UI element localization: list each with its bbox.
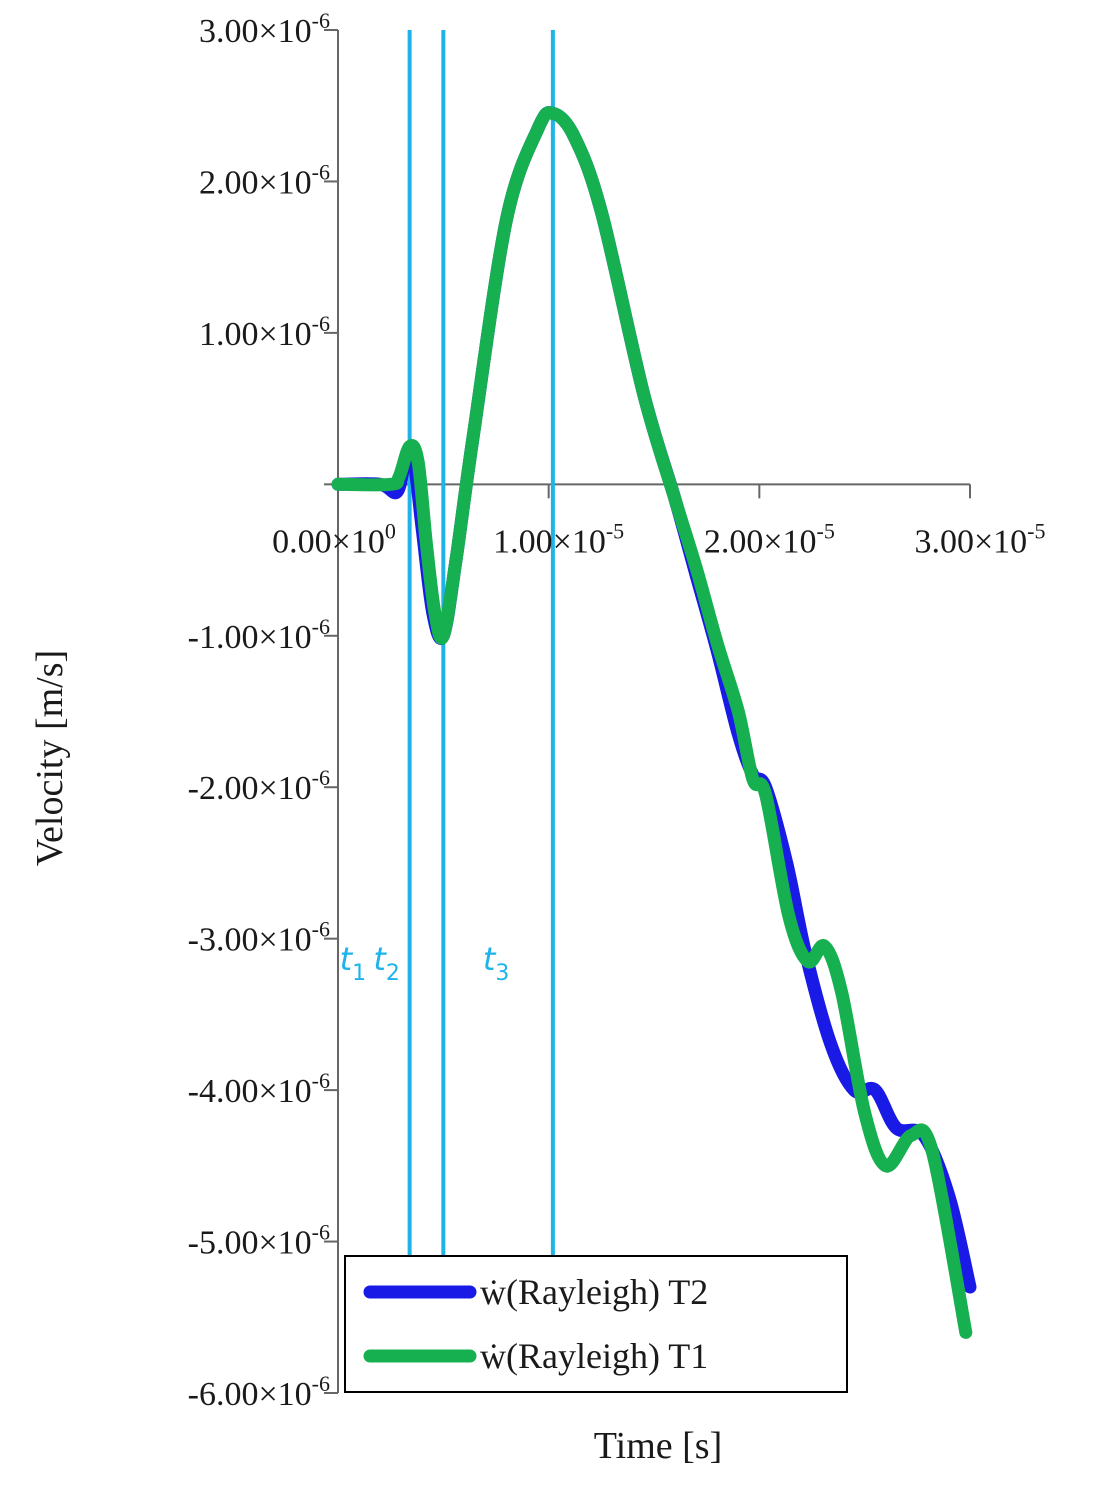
- tick-labels: 3.00×10-6 2.00×10-6 1.00×10-6 -1.00×10-6 -2.…: [188, 8, 1046, 1413]
- series-line-t2: [331, 106, 977, 1294]
- y-tick-label: -1.00×10-6: [188, 614, 330, 656]
- x-tick-label: 3.00×10-5: [914, 518, 1045, 560]
- time-marker-label: t2: [373, 940, 400, 986]
- x-tick-label: 2.00×10-5: [704, 518, 835, 560]
- time-marker-label: t1: [340, 940, 367, 986]
- legend: ẇ(Rayleigh) T2 ẇ(Rayleigh) T1: [344, 1255, 848, 1393]
- time-markers: t1 t2 t3: [340, 30, 555, 1258]
- y-tick-label: -2.00×10-6: [188, 765, 330, 807]
- legend-label: ẇ(Rayleigh) T2: [480, 1272, 708, 1312]
- x-tick-label: 0.00×100: [272, 518, 396, 560]
- y-tick-label: -6.00×10-6: [188, 1371, 330, 1413]
- y-tick-label: 2.00×10-6: [199, 159, 330, 201]
- y-tick-label: 1.00×10-6: [199, 311, 330, 353]
- x-axis-label: Time [s]: [594, 1425, 722, 1467]
- series-line-t1: [331, 106, 973, 1339]
- axes: [324, 29, 971, 1394]
- y-tick-label: -3.00×10-6: [188, 917, 330, 959]
- time-marker-label: t3: [483, 940, 510, 986]
- y-tick-label: 3.00×10-6: [199, 8, 330, 50]
- plot-series: [331, 106, 977, 1339]
- x-tick-label: 1.00×10-5: [493, 518, 624, 560]
- legend-label: ẇ(Rayleigh) T1: [480, 1336, 708, 1376]
- axis-titles: Time [s] Velocity [m/s]: [29, 650, 722, 1467]
- y-axis-label: Velocity [m/s]: [29, 650, 71, 866]
- legend-box: [344, 1255, 848, 1393]
- y-tick-label: -5.00×10-6: [188, 1220, 330, 1262]
- y-tick-label: -4.00×10-6: [188, 1068, 330, 1110]
